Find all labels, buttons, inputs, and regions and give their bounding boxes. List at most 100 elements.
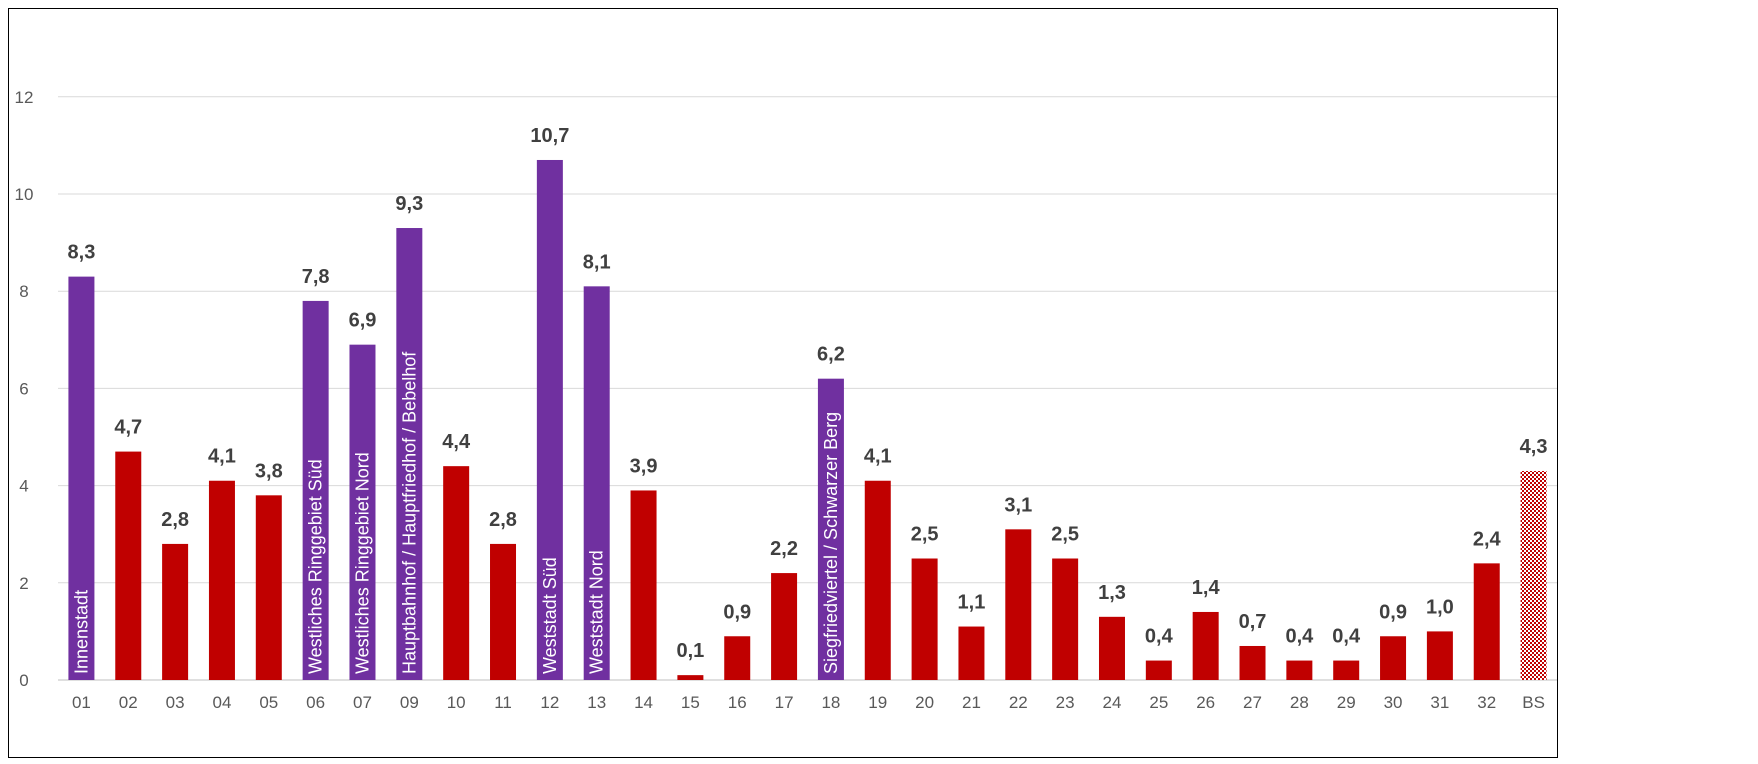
bar-31 [1426, 631, 1453, 680]
bar-06 [302, 300, 329, 680]
x-tick-label-29: 29 [1337, 693, 1356, 712]
data-label-16: 0,9 [723, 601, 751, 623]
bar-21 [958, 626, 985, 680]
y-tick-label: 10 [15, 185, 34, 204]
x-tick-label-06: 06 [306, 693, 325, 712]
data-label-11: 2,8 [489, 509, 517, 531]
data-label-24: 1,3 [1098, 582, 1126, 604]
data-label-25: 0,4 [1145, 626, 1174, 648]
bar-27 [1239, 645, 1266, 680]
bar-23 [1052, 558, 1079, 680]
x-tick-label-11: 11 [494, 693, 512, 712]
x-tick-label-30: 30 [1384, 693, 1403, 712]
bar-09 [396, 228, 423, 680]
bar-13 [583, 286, 610, 680]
x-tick-label-05: 05 [259, 693, 278, 712]
y-tick-label: 0 [19, 671, 28, 690]
x-tick-label-25: 25 [1149, 693, 1168, 712]
x-tick-label-BS: BS [1522, 693, 1545, 712]
data-label-27: 0,7 [1239, 611, 1267, 633]
bars [68, 159, 1547, 681]
bar-name-12: Weststadt Süd [540, 557, 560, 674]
y-tick-label: 12 [15, 88, 34, 107]
x-tick-label-04: 04 [212, 693, 231, 712]
x-tick-label-28: 28 [1290, 693, 1309, 712]
bar-01 [68, 276, 95, 680]
x-tick-label-01: 01 [72, 693, 91, 712]
bar-32 [1473, 563, 1500, 680]
data-label-32: 2,4 [1473, 528, 1502, 550]
data-label-BS: 4,3 [1520, 436, 1548, 458]
y-tick-label: 6 [19, 379, 28, 398]
data-label-10: 4,4 [442, 431, 471, 453]
bar-name-09: Hauptbahnhof / Hauptfriedhof / Bebelhof [399, 351, 419, 674]
bar-17 [771, 573, 798, 680]
x-tick-label-14: 14 [634, 693, 653, 712]
data-label-29: 0,4 [1332, 626, 1361, 648]
bar-18 [817, 378, 844, 680]
x-tick-label-24: 24 [1103, 693, 1122, 712]
x-tick-label-17: 17 [775, 693, 794, 712]
bar-07 [349, 344, 376, 680]
x-tick-label-31: 31 [1430, 693, 1449, 712]
x-tick-label-10: 10 [447, 693, 466, 712]
data-label-18: 6,2 [817, 344, 845, 366]
data-label-20: 2,5 [911, 524, 939, 546]
x-tick-label-32: 32 [1477, 693, 1496, 712]
data-label-01: 8,3 [68, 242, 96, 264]
x-tick-label-15: 15 [681, 693, 700, 712]
x-tick-label-26: 26 [1196, 693, 1215, 712]
bar-name-07: Westliches Ringgebiet Nord [352, 452, 372, 674]
data-label-02: 4,7 [114, 417, 142, 439]
bar-15 [677, 675, 704, 680]
bar-10 [443, 466, 470, 680]
x-tick-label-19: 19 [868, 693, 887, 712]
x-tick-label-22: 22 [1009, 693, 1028, 712]
x-tick-label-02: 02 [119, 693, 138, 712]
data-label-03: 2,8 [161, 509, 189, 531]
data-label-06: 7,8 [302, 266, 330, 288]
x-tick-label-07: 07 [353, 693, 372, 712]
bar-BS [1520, 471, 1547, 680]
data-label-31: 1,0 [1426, 596, 1454, 618]
y-tick-label: 8 [19, 282, 28, 301]
bar-30 [1380, 636, 1407, 680]
data-label-22: 3,1 [1004, 494, 1032, 516]
data-label-28: 0,4 [1285, 626, 1314, 648]
bar-name-18: Siegfriedviertel / Schwarzer Berg [821, 412, 841, 674]
data-label-05: 3,8 [255, 460, 283, 482]
bar-05 [255, 495, 282, 680]
bar-name-06: Westliches Ringgebiet Süd [306, 459, 326, 674]
data-label-13: 8,1 [583, 251, 611, 273]
x-tick-label-23: 23 [1056, 693, 1075, 712]
x-tick-label-13: 13 [587, 693, 606, 712]
bar-name-13: Weststadt Nord [587, 550, 607, 674]
data-label-09: 9,3 [395, 193, 423, 215]
bar-25 [1145, 660, 1172, 680]
bar-name-01: Innenstadt [71, 590, 91, 674]
x-tick-label-09: 09 [400, 693, 419, 712]
data-label-15: 0,1 [676, 640, 704, 662]
data-label-19: 4,1 [864, 446, 892, 468]
bar-24 [1098, 616, 1125, 680]
labels: 0246810128,301Innenstadt4,7022,8034,1043… [15, 88, 1548, 712]
data-label-07: 6,9 [349, 310, 377, 332]
x-tick-label-21: 21 [962, 693, 981, 712]
x-tick-label-12: 12 [540, 693, 559, 712]
bar-20 [911, 558, 938, 680]
bar-14 [630, 490, 657, 680]
data-label-26: 1,4 [1192, 577, 1221, 599]
bar-28 [1286, 660, 1313, 680]
bar-19 [864, 480, 891, 680]
gridlines [58, 96, 1557, 681]
x-tick-label-27: 27 [1243, 693, 1262, 712]
bar-26 [1192, 611, 1219, 680]
data-label-12: 10,7 [530, 125, 569, 147]
bar-02 [115, 451, 142, 680]
bar-03 [162, 543, 189, 680]
x-tick-label-16: 16 [728, 693, 747, 712]
y-tick-label: 2 [19, 574, 28, 593]
data-label-21: 1,1 [958, 592, 986, 614]
bar-12 [536, 159, 563, 681]
